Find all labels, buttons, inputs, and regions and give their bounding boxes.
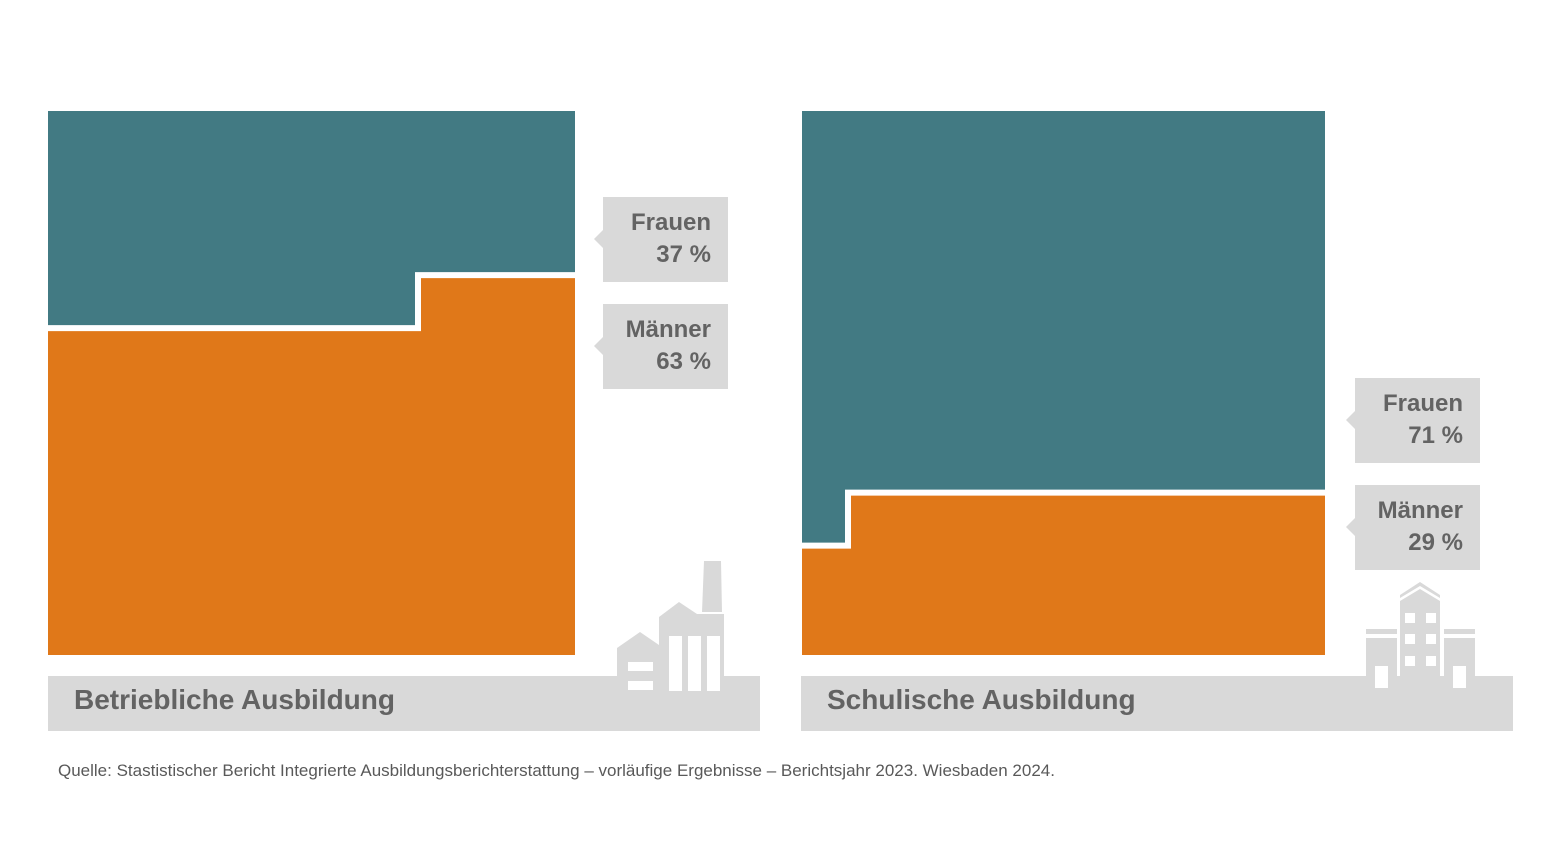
label-value: 37 % (656, 241, 711, 268)
label-name: Frauen (1382, 390, 1463, 417)
label-maenner-betrieblich: Männer 63 % (594, 304, 728, 389)
separator-line-0 (48, 272, 575, 332)
label-frauen-schulisch: Frauen 71 % (1346, 378, 1480, 463)
label-value: 71 % (1408, 422, 1463, 449)
bar-frauen-1 (802, 111, 1325, 546)
source-note: Quelle: Stastistischer Bericht Integrier… (58, 761, 1055, 780)
category-bar-betrieblich: Betriebliche Ausbildung (48, 676, 760, 731)
category-title: Schulische Ausbildung (827, 684, 1136, 715)
label-value: 29 % (1408, 529, 1463, 556)
category-bar-schulisch: Schulische Ausbildung (801, 676, 1513, 731)
label-name: Frauen (630, 209, 711, 236)
label-value: 63 % (656, 348, 711, 375)
label-maenner-schulisch: Männer 29 % (1346, 485, 1480, 570)
label-name: Männer (1377, 497, 1463, 524)
category-title: Betriebliche Ausbildung (74, 684, 395, 715)
label-name: Männer (625, 316, 711, 343)
label-frauen-betrieblich: Frauen 37 % (594, 197, 728, 282)
separator-line-1 (802, 489, 1325, 549)
